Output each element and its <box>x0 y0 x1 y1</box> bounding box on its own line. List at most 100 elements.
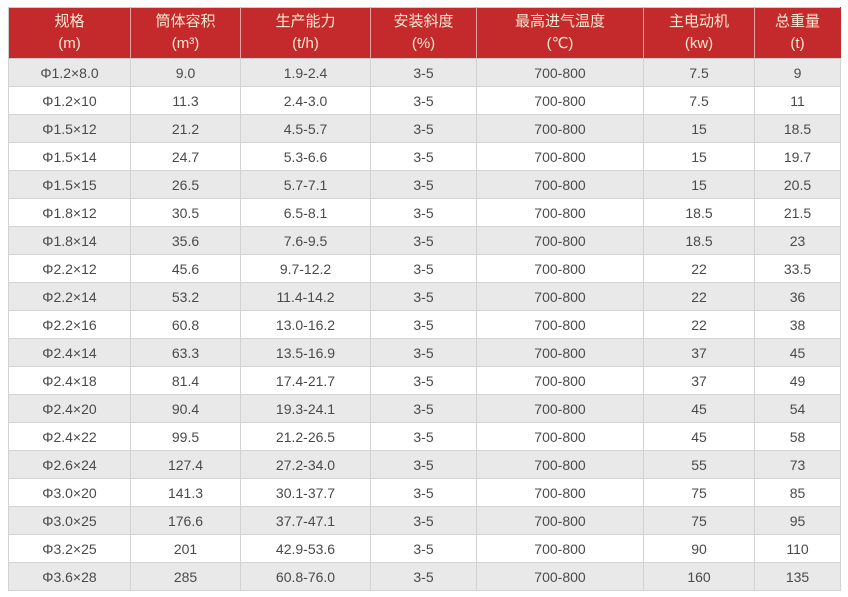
table-cell: 700-800 <box>476 282 644 311</box>
table-cell: 53.2 <box>130 282 241 311</box>
table-cell: 90 <box>643 534 755 563</box>
table-cell: 37.7-47.1 <box>240 506 371 535</box>
table-cell: 13.5-16.9 <box>240 338 371 367</box>
table-cell: Φ3.6×28 <box>8 562 131 591</box>
table-cell: 700-800 <box>476 114 644 143</box>
column-header-unit: (t/h) <box>292 35 319 52</box>
table-cell: Φ2.4×22 <box>8 422 131 451</box>
table-cell: 5.3-6.6 <box>240 142 371 171</box>
table-row: Φ1.8×14 35.6 7.6-9.5 3-5 700-800 18.5 23 <box>8 226 841 255</box>
table-cell: 15 <box>643 170 755 199</box>
table-cell: 3-5 <box>370 142 477 171</box>
table-cell: Φ3.2×25 <box>8 534 131 563</box>
table-cell: 11.3 <box>130 86 241 115</box>
table-cell: 49 <box>754 366 841 395</box>
table-cell: 3-5 <box>370 338 477 367</box>
table-cell: 36 <box>754 282 841 311</box>
table-cell: 176.6 <box>130 506 241 535</box>
table-cell: 55 <box>643 450 755 479</box>
table-cell: 700-800 <box>476 478 644 507</box>
column-header-unit: (m³) <box>171 35 200 52</box>
table-cell: 38 <box>754 310 841 339</box>
table-cell: 23 <box>754 226 841 255</box>
table-cell: 27.2-34.0 <box>240 450 371 479</box>
table-cell: 21.2 <box>130 114 241 143</box>
table-row: Φ1.5×12 21.2 4.5-5.7 3-5 700-800 15 18.5 <box>8 114 841 143</box>
table-cell: Φ1.2×8.0 <box>8 58 131 87</box>
table-cell: Φ2.2×14 <box>8 282 131 311</box>
column-header: 最高进气温度 (℃) <box>476 7 644 59</box>
table-row: Φ2.2×14 53.2 11.4-14.2 3-5 700-800 22 36 <box>8 282 841 311</box>
table-cell: 20.5 <box>754 170 841 199</box>
table-cell: Φ1.5×12 <box>8 114 131 143</box>
column-header-label: 规格 <box>54 13 85 31</box>
spec-table-container: 规格 (m) 筒体容积 (m³) 生产能力 (t/h) 安装斜度 (%) 最高进气温度 (℃) 主电… <box>8 7 841 591</box>
table-cell: 3-5 <box>370 534 477 563</box>
table-cell: 3-5 <box>370 562 477 591</box>
column-header-label: 总重量 <box>774 13 820 31</box>
table-cell: 127.4 <box>130 450 241 479</box>
table-cell: 7.5 <box>643 86 755 115</box>
table-cell: 30.1-37.7 <box>240 478 371 507</box>
table-cell: 75 <box>643 506 755 535</box>
table-cell: 24.7 <box>130 142 241 171</box>
table-cell: 45 <box>754 338 841 367</box>
table-cell: 3-5 <box>370 254 477 283</box>
table-cell: 18.5 <box>643 226 755 255</box>
table-cell: 3-5 <box>370 422 477 451</box>
table-cell: 3-5 <box>370 394 477 423</box>
table-header: 规格 (m) 筒体容积 (m³) 生产能力 (t/h) 安装斜度 (%) 最高进气温度 (℃) 主电… <box>8 7 841 59</box>
table-row: Φ2.2×12 45.6 9.7-12.2 3-5 700-800 22 33.5 <box>8 254 841 283</box>
table-cell: 60.8-76.0 <box>240 562 371 591</box>
table-row: Φ3.6×28 285 60.8-76.0 3-5 700-800 160 135 <box>8 562 841 591</box>
table-cell: 37 <box>643 366 755 395</box>
table-cell: 700-800 <box>476 422 644 451</box>
table-cell: 3-5 <box>370 86 477 115</box>
column-header-unit: (t) <box>790 35 805 52</box>
table-cell: Φ1.5×15 <box>8 170 131 199</box>
table-row: Φ1.2×8.0 9.0 1.9-2.4 3-5 700-800 7.5 9 <box>8 58 841 87</box>
column-header: 生产能力 (t/h) <box>240 7 371 59</box>
table-cell: Φ2.4×18 <box>8 366 131 395</box>
table-cell: 11.4-14.2 <box>240 282 371 311</box>
table-cell: 3-5 <box>370 310 477 339</box>
table-cell: 3-5 <box>370 58 477 87</box>
table-cell: 3-5 <box>370 366 477 395</box>
table-row: Φ1.5×15 26.5 5.7-7.1 3-5 700-800 15 20.5 <box>8 170 841 199</box>
table-cell: 35.6 <box>130 226 241 255</box>
table-cell: 11 <box>754 86 841 115</box>
table-cell: 2.4-3.0 <box>240 86 371 115</box>
table-cell: 700-800 <box>476 506 644 535</box>
table-cell: 21.5 <box>754 198 841 227</box>
table-cell: 700-800 <box>476 310 644 339</box>
table-cell: 7.6-9.5 <box>240 226 371 255</box>
table-cell: 99.5 <box>130 422 241 451</box>
column-header: 规格 (m) <box>8 7 131 59</box>
table-cell: 6.5-8.1 <box>240 198 371 227</box>
column-header-unit: (%) <box>411 35 436 52</box>
table-cell: 54 <box>754 394 841 423</box>
table-cell: 700-800 <box>476 394 644 423</box>
column-header: 安装斜度 (%) <box>370 7 477 59</box>
table-cell: 700-800 <box>476 366 644 395</box>
table-cell: 18.5 <box>754 114 841 143</box>
table-cell: 21.2-26.5 <box>240 422 371 451</box>
table-cell: 58 <box>754 422 841 451</box>
table-row: Φ2.4×14 63.3 13.5-16.9 3-5 700-800 37 45 <box>8 338 841 367</box>
table-row: Φ3.2×25 201 42.9-53.6 3-5 700-800 90 110 <box>8 534 841 563</box>
table-cell: Φ1.8×14 <box>8 226 131 255</box>
table-cell: 135 <box>754 562 841 591</box>
table-cell: 700-800 <box>476 534 644 563</box>
table-cell: 45 <box>643 394 755 423</box>
table-cell: 700-800 <box>476 226 644 255</box>
table-cell: 141.3 <box>130 478 241 507</box>
table-cell: 90.4 <box>130 394 241 423</box>
table-cell: 45 <box>643 422 755 451</box>
table-cell: 3-5 <box>370 170 477 199</box>
column-header-label: 主电动机 <box>668 13 729 31</box>
table-cell: 73 <box>754 450 841 479</box>
table-cell: 19.3-24.1 <box>240 394 371 423</box>
table-cell: 30.5 <box>130 198 241 227</box>
table-cell: Φ1.8×12 <box>8 198 131 227</box>
table-row: Φ2.6×24 127.4 27.2-34.0 3-5 700-800 55 73 <box>8 450 841 479</box>
